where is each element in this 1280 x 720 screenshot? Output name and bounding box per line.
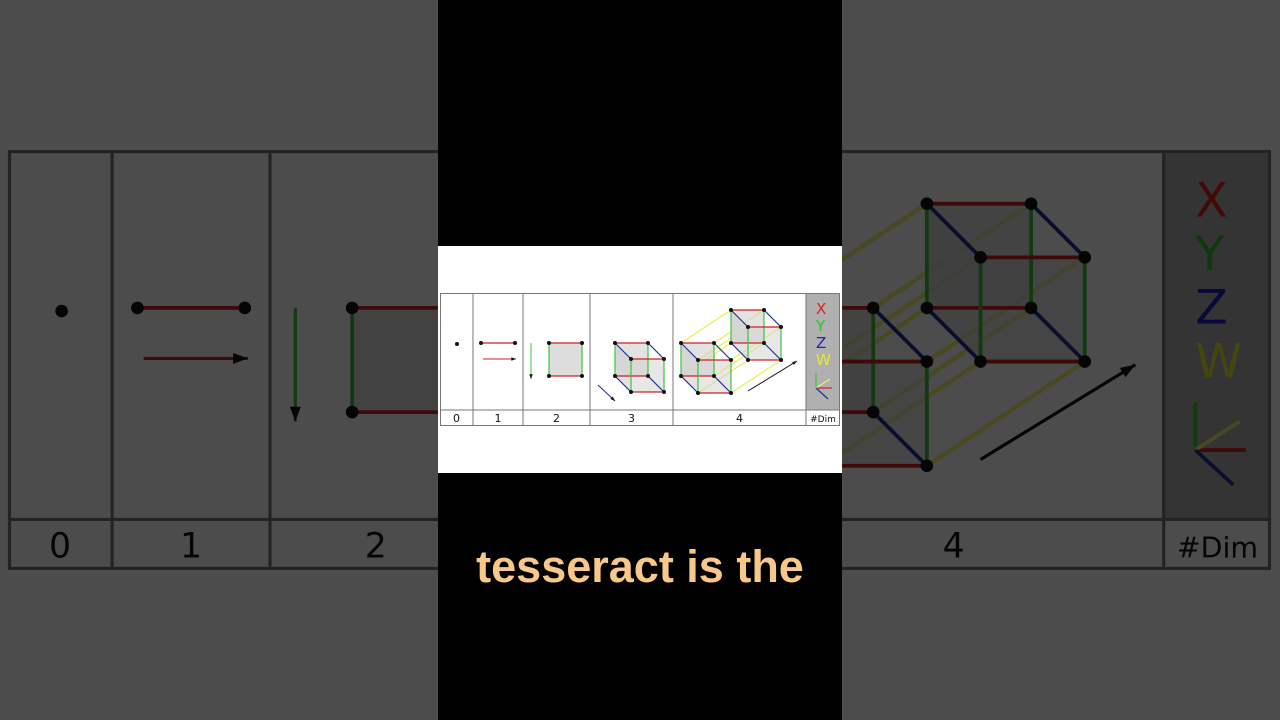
vertex [646,374,650,378]
vertex [679,374,683,378]
vertex [779,358,783,362]
w-edge [730,359,782,394]
edge [713,375,732,394]
edge [614,342,632,360]
column-label: #Dim [810,415,836,425]
vertex [613,341,617,345]
x-direction-arrow-head [511,357,516,361]
edge [647,375,665,393]
vertex [679,341,683,345]
vertex [613,374,617,378]
vertex [479,341,483,345]
edge [713,342,732,361]
vertex [662,390,666,394]
vertex [580,341,584,345]
axis-letter-w: W [816,351,831,369]
vertex [580,374,584,378]
axis-letter-y: Y [815,317,826,335]
vertex [629,357,633,361]
face [549,343,582,376]
vertex [646,341,650,345]
vertex [455,342,459,346]
diagram-panel: 0 1 2 3 4 #Dim X Y Z W [438,246,842,473]
vertex [712,341,716,345]
vertex [696,391,700,395]
vertex [762,341,766,345]
edge [614,375,632,393]
column-label: 2 [553,412,560,425]
axis-letter-x: X [816,300,826,318]
edge [730,309,749,328]
vertex [629,390,633,394]
video-caption: tesseract is the [476,541,804,592]
face [681,343,698,393]
y-direction-arrow-head [529,374,533,379]
column-label: 4 [736,412,743,425]
vertex [547,341,551,345]
legend-background [806,293,840,410]
vertex [729,358,733,362]
edge [730,342,749,361]
vertex [762,308,766,312]
column-label: 3 [628,412,635,425]
edge [680,375,699,394]
vertex [513,341,517,345]
vertex [729,391,733,395]
vertex [729,308,733,312]
vertex [696,358,700,362]
diagram-border [440,293,840,426]
column-label: 1 [495,412,502,425]
z-axis-icon [815,387,829,400]
w-edge [680,309,732,344]
edge [763,309,782,328]
column-label: 0 [453,412,460,425]
edge [680,342,699,361]
w-direction-arrow [747,360,798,392]
face [731,310,748,360]
w-direction-arrow-head [792,361,797,365]
vertex [779,325,783,329]
vertex [746,358,750,362]
vertex [729,341,733,345]
vertex [712,374,716,378]
axis-letter-z: Z [816,334,826,352]
edge [647,342,665,360]
vertex [547,374,551,378]
vertex [746,325,750,329]
vertex [662,357,666,361]
z-direction-arrow-head [610,396,615,401]
edge [763,342,782,361]
w-axis-icon [815,378,831,389]
